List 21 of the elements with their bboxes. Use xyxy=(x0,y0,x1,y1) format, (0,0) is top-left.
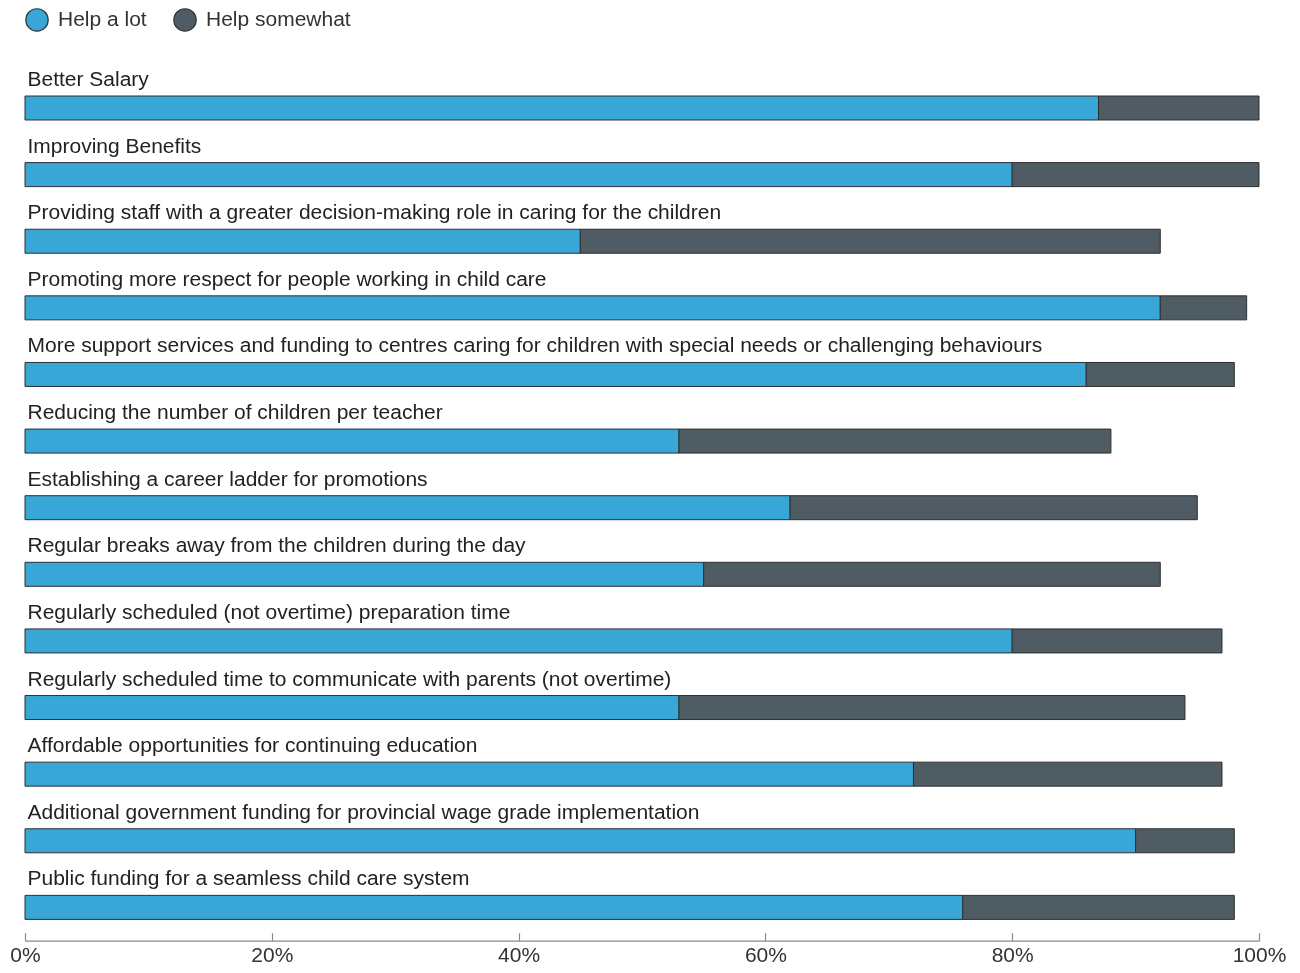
y-tick-label: Regular breaks away from the children during the day xyxy=(27,533,527,557)
y-tick-label: Regularly scheduled (not overtime) preparation time xyxy=(27,599,511,623)
legend-label: Help a lot xyxy=(58,6,147,30)
y-tick-label: Promoting more respect for people working in child care xyxy=(27,266,547,290)
y-tick-label: Improving Benefits xyxy=(27,133,202,157)
x-tick-label: 100% xyxy=(1232,943,1287,967)
y-tick-label: Better Salary xyxy=(27,67,150,91)
y-tick-label: Public funding for a seamless child care system xyxy=(27,866,470,890)
y-tick-label: Reducing the number of children per teacher xyxy=(27,400,443,424)
x-tick-label: 40% xyxy=(498,943,541,967)
y-tick-label: Additional government funding for provincial wage grade implementation xyxy=(27,799,700,823)
x-tick-label: 20% xyxy=(251,943,294,967)
x-tick-label: 80% xyxy=(991,943,1034,967)
y-tick-label: Providing staff with a greater decision-making role in caring for the children xyxy=(27,200,722,224)
x-tick-label: 0% xyxy=(10,943,41,967)
y-tick-label: Affordable opportunities for continuing education xyxy=(27,733,478,757)
y-tick-label: Regularly scheduled time to communicate with parents (not overtime) xyxy=(27,666,672,690)
y-tick-label: More support services and funding to centres caring for children with special needs or challenging behaviours xyxy=(27,333,1043,357)
y-tick-label: Establishing a career ladder for promotions xyxy=(27,466,428,490)
legend-label: Help somewhat xyxy=(206,6,351,30)
x-tick-label: 60% xyxy=(744,943,787,967)
